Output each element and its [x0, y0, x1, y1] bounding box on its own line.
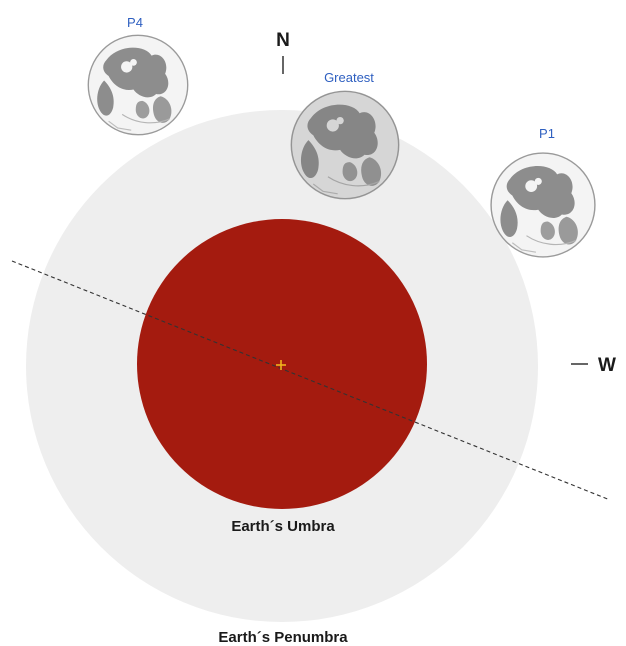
west-label: W: [598, 355, 616, 376]
moon-icon: [87, 34, 189, 136]
moon-p4-label: P4: [127, 15, 143, 30]
umbra-label: Earth´s Umbra: [231, 518, 335, 535]
moon-greatest: Greatest: [290, 70, 400, 200]
moon-p4: P4: [87, 15, 189, 136]
penumbra-label: Earth´s Penumbra: [218, 629, 348, 646]
earth-umbra: [137, 219, 427, 509]
moon-icon: [290, 90, 400, 200]
moon-p1: P1: [490, 126, 596, 258]
moon-p1-label: P1: [539, 126, 555, 141]
moon-icon: [490, 152, 596, 258]
moon-greatest-label: Greatest: [324, 70, 374, 85]
moon-path-line: [11, 260, 611, 501]
center-plus-icon: [276, 360, 286, 370]
north-label: N: [276, 30, 290, 51]
